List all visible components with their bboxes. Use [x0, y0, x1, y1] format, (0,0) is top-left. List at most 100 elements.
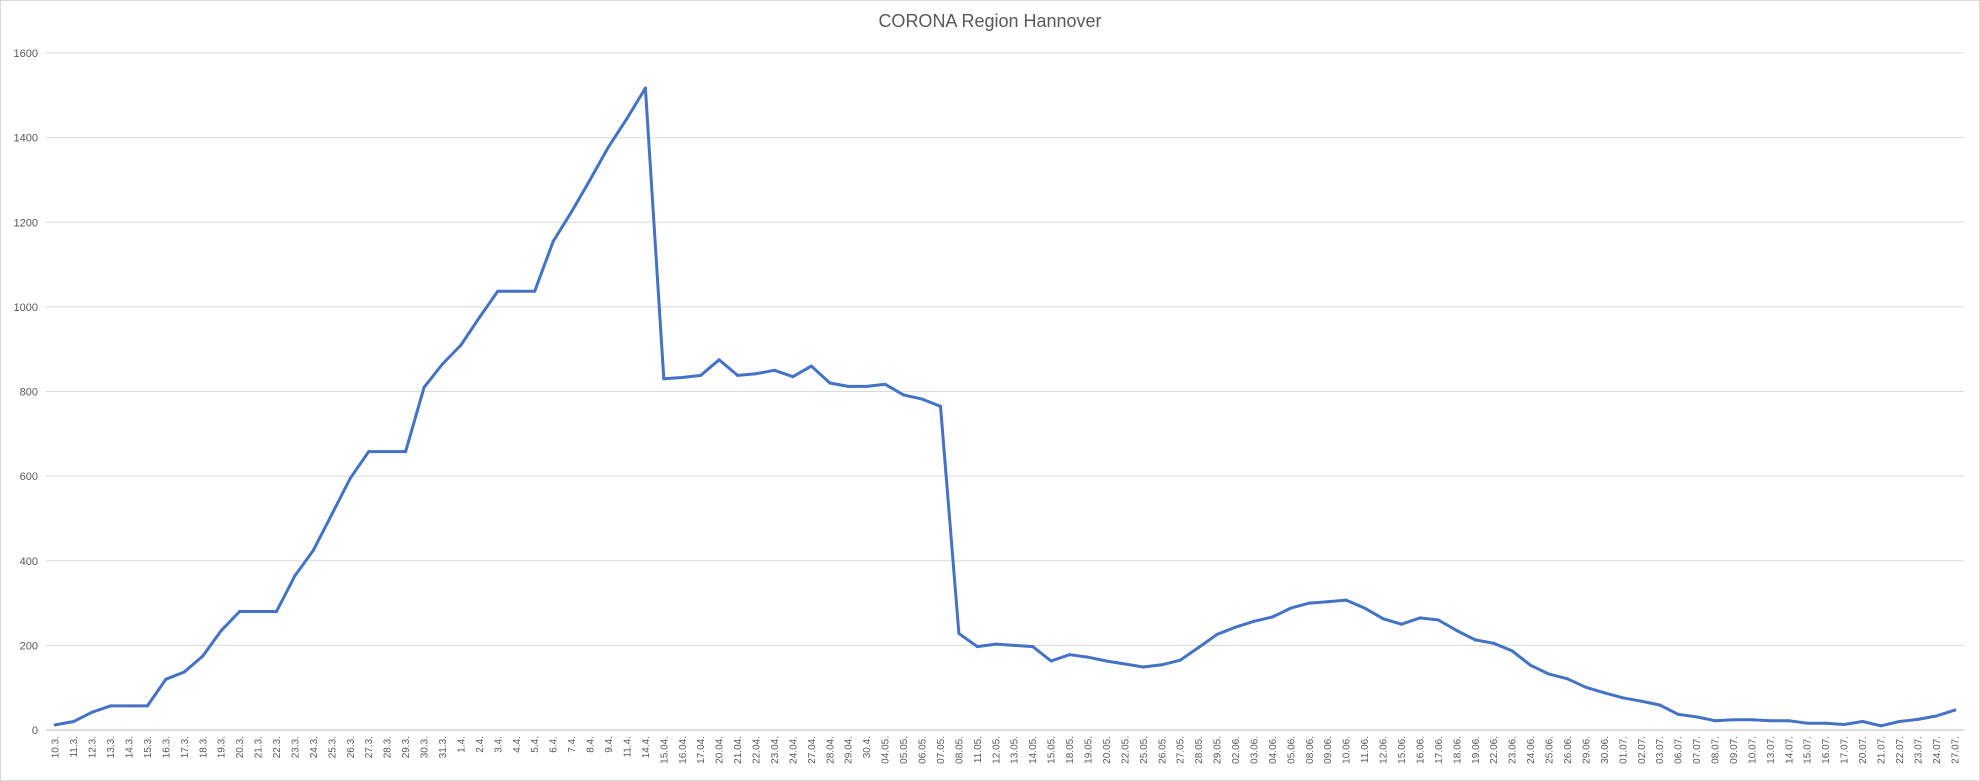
- y-tick-label: 400: [20, 556, 38, 568]
- data-point: [975, 645, 979, 649]
- x-tick-label: 27.3.: [364, 736, 375, 758]
- x-tick-label: 26.05.: [1157, 736, 1168, 764]
- x-tick-label: 11.05.: [973, 736, 984, 763]
- data-point: [330, 512, 334, 516]
- data-point: [1381, 617, 1385, 621]
- data-point: [1086, 655, 1090, 659]
- x-tick-label: 19.3.: [217, 736, 228, 758]
- x-tick-label: 20.07.: [1858, 736, 1869, 764]
- data-point: [1363, 606, 1367, 610]
- x-tick-label: 31.3.: [438, 736, 449, 758]
- data-point: [1621, 696, 1625, 700]
- x-tick-label: 29.3.: [401, 736, 412, 758]
- x-tick-label: 21.07.: [1877, 736, 1888, 764]
- data-point: [441, 362, 445, 366]
- data-point: [1934, 714, 1938, 718]
- x-tick-label: 6.4.: [549, 736, 560, 753]
- x-tick-label: 14.3.: [124, 736, 135, 758]
- x-tick-label: 13.3.: [106, 736, 117, 758]
- y-tick-label: 1600: [14, 48, 38, 60]
- x-tick-label: 02.06.: [1231, 736, 1242, 764]
- y-tick-label: 1000: [14, 302, 38, 314]
- x-tick-label: 12.05.: [991, 736, 1002, 764]
- data-point: [164, 677, 168, 681]
- x-tick-label: 27.05.: [1176, 736, 1187, 764]
- data-point: [1565, 677, 1569, 681]
- data-point: [219, 629, 223, 633]
- chart-title: CORONA Region Hannover: [878, 11, 1102, 31]
- x-tick-label: 23.07.: [1913, 736, 1924, 764]
- x-tick-label: 4.4.: [512, 736, 523, 753]
- x-tick-label: 18.05.: [1065, 736, 1076, 764]
- data-point: [902, 393, 906, 397]
- data-point: [90, 710, 94, 714]
- data-point: [809, 364, 813, 368]
- x-tick-label: 29.05.: [1213, 736, 1224, 764]
- data-point: [404, 450, 408, 454]
- x-tick-label: 29.06.: [1581, 736, 1592, 764]
- x-tick-label: 15.07.: [1803, 736, 1814, 764]
- data-point: [238, 610, 242, 614]
- x-tick-label: 24.06.: [1526, 736, 1537, 764]
- data-point: [1418, 616, 1422, 620]
- x-tick-label: 25.3.: [327, 736, 338, 758]
- data-point: [1104, 659, 1108, 663]
- x-tick-label: 10.3.: [51, 736, 62, 758]
- data-point: [754, 372, 758, 376]
- x-tick-label: 24.04.: [788, 736, 799, 764]
- y-tick-label: 200: [20, 640, 38, 652]
- data-point: [533, 289, 537, 293]
- data-point: [994, 642, 998, 646]
- x-tick-label: 5.4.: [530, 736, 541, 753]
- x-tick-label: 25.05.: [1139, 736, 1150, 764]
- x-tick-label: 8.4.: [586, 736, 597, 753]
- x-tick-label: 20.05.: [1102, 736, 1113, 764]
- data-point: [1160, 663, 1164, 667]
- x-tick-label: 06.05.: [918, 736, 929, 764]
- data-point: [348, 476, 352, 480]
- data-point: [311, 548, 315, 552]
- x-tick-label: 13.07.: [1766, 736, 1777, 764]
- data-point: [1400, 622, 1404, 626]
- x-tick-label: 22.06.: [1489, 736, 1500, 764]
- data-point: [1768, 719, 1772, 723]
- y-tick-label: 1400: [14, 133, 38, 145]
- data-point: [459, 343, 463, 347]
- data-point: [625, 117, 629, 121]
- x-tick-label: 12.06.: [1379, 736, 1390, 764]
- x-tick-label: 22.04.: [752, 736, 763, 764]
- x-tick-label: 28.3.: [383, 736, 394, 758]
- x-tick-label: 20.3.: [235, 736, 246, 758]
- data-point: [699, 373, 703, 377]
- data-point: [1547, 672, 1551, 676]
- x-tick-label: 14.07.: [1784, 736, 1795, 764]
- data-point: [1455, 629, 1459, 633]
- data-point: [1805, 721, 1809, 725]
- data-point: [883, 382, 887, 386]
- data-point: [1953, 708, 1957, 712]
- x-tick-label: 2.4.: [475, 736, 486, 753]
- data-point: [1326, 600, 1330, 604]
- x-tick-label: 14.4.: [641, 736, 652, 758]
- data-point: [736, 373, 740, 377]
- x-tick-label: 04.06.: [1268, 736, 1279, 764]
- x-tick-label: 04.05.: [881, 736, 892, 764]
- x-tick-label: 1.4.: [456, 736, 467, 753]
- x-tick-label: 07.05.: [936, 736, 947, 764]
- x-tick-label: 09.06.: [1323, 736, 1334, 764]
- x-tick-label: 28.04.: [825, 736, 836, 764]
- data-point: [957, 632, 961, 636]
- data-point: [1879, 724, 1883, 728]
- data-point: [1731, 718, 1735, 722]
- x-tick-label: 21.04.: [733, 736, 744, 764]
- data-point: [920, 397, 924, 401]
- data-point: [938, 404, 942, 408]
- data-point: [1529, 663, 1533, 667]
- x-tick-label: 03.07.: [1655, 736, 1666, 764]
- data-point: [1787, 719, 1791, 723]
- x-tick-label: 23.04.: [770, 736, 781, 764]
- x-tick-label: 9.4.: [604, 736, 615, 753]
- y-tick-label: 600: [20, 471, 38, 483]
- x-tick-label: 05.06.: [1286, 736, 1297, 764]
